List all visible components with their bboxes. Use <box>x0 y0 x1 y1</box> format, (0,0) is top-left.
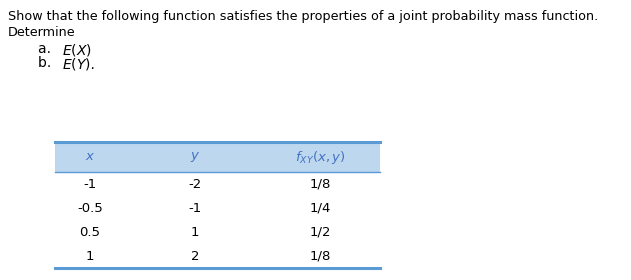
Text: -1: -1 <box>83 178 97 190</box>
Text: 1/8: 1/8 <box>309 249 331 263</box>
Text: $x$: $x$ <box>85 151 95 164</box>
Text: a.: a. <box>38 42 64 56</box>
Text: $E(Y)$.: $E(Y)$. <box>62 56 95 72</box>
Text: b.: b. <box>38 56 64 70</box>
Text: 1: 1 <box>191 225 199 239</box>
Text: $E(X)$: $E(X)$ <box>62 42 92 58</box>
Text: 2: 2 <box>191 249 199 263</box>
Text: -1: -1 <box>189 202 202 214</box>
Text: $y$: $y$ <box>190 150 200 164</box>
Text: 1/4: 1/4 <box>309 202 331 214</box>
Text: 0.5: 0.5 <box>80 225 100 239</box>
Text: $f_{XY}(x, y)$: $f_{XY}(x, y)$ <box>295 148 345 165</box>
Text: 1/2: 1/2 <box>309 225 331 239</box>
Text: Determine: Determine <box>8 26 76 39</box>
Text: Show that the following function satisfies the properties of a joint probability: Show that the following function satisfi… <box>8 10 598 23</box>
Text: 1/8: 1/8 <box>309 178 331 190</box>
Text: -2: -2 <box>189 178 202 190</box>
Text: -0.5: -0.5 <box>77 202 103 214</box>
Text: 1: 1 <box>86 249 94 263</box>
